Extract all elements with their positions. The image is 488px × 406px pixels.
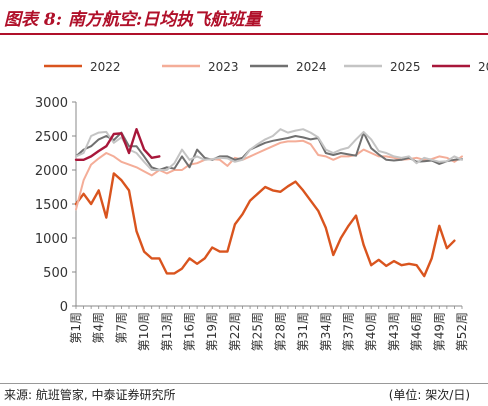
legend-label-2026: 2026	[478, 60, 488, 74]
x-tick-label: 第52周	[455, 312, 469, 351]
x-tick-label: 第34周	[319, 312, 333, 351]
x-tick-label: 第16周	[183, 312, 197, 351]
series-line-2025	[75, 128, 463, 171]
x-tick-label: 第28周	[273, 312, 287, 351]
x-tick-label: 第22周	[228, 312, 242, 351]
x-tick-label: 第1周	[69, 312, 83, 344]
x-tick-label: 第19周	[205, 312, 219, 351]
chart-title: 图表 8: 南方航空:日均执飞航班量	[4, 10, 262, 30]
line-chart: 2022 2023 2024 2025 2026 0 500 1000 1500 2000 250…	[35, 60, 488, 351]
source-note: 来源: 航班管家, 中泰证券研究所	[4, 388, 176, 402]
legend: 2022 2023 2024 2025 2026	[44, 60, 488, 74]
footer-rule	[0, 383, 488, 384]
legend-label-2025: 2025	[390, 60, 421, 74]
title-bar: 图表 8: 南方航空:日均执飞航班量	[0, 0, 488, 34]
legend-label-2024: 2024	[296, 60, 327, 74]
y-tick-label: 2500	[35, 130, 68, 145]
x-tick-label: 第25周	[251, 312, 265, 351]
legend-label-2023: 2023	[208, 60, 239, 74]
x-tick-label: 第43周	[387, 312, 401, 351]
y-tick-label: 1500	[35, 198, 68, 213]
x-tick-label: 第31周	[296, 312, 310, 351]
x-axis: 第1周 第4周 第7周 第10周 第13周 第16周 第19周 第22周 第25周 第28周 第31…	[69, 305, 469, 351]
series-line-2022	[74, 172, 456, 278]
plot-area	[74, 127, 463, 278]
y-tick-label: 2000	[35, 164, 68, 179]
y-tick-label: 3000	[35, 96, 68, 111]
series-line-2024	[75, 131, 463, 171]
x-tick-label: 第13周	[160, 312, 174, 351]
x-tick-label: 第37周	[341, 312, 355, 351]
x-tick-label: 第46周	[410, 312, 424, 351]
y-axis: 0 500 1000 1500 2000 2500 3000	[35, 96, 77, 315]
title-underline	[0, 33, 488, 35]
x-tick-label: 第49周	[432, 312, 446, 351]
series-line-2023	[75, 139, 463, 211]
unit-note: (单位: 架次/日)	[388, 388, 470, 402]
x-tick-label: 第4周	[92, 312, 106, 344]
x-tick-label: 第40周	[364, 312, 378, 351]
x-tick-label: 第7周	[114, 312, 128, 344]
legend-label-2022: 2022	[90, 60, 121, 74]
x-tick-label: 第10周	[137, 312, 151, 351]
y-tick-label: 1000	[35, 232, 68, 247]
y-tick-label: 0	[60, 300, 68, 315]
y-tick-label: 500	[43, 266, 68, 281]
series-line-2026	[74, 127, 161, 161]
